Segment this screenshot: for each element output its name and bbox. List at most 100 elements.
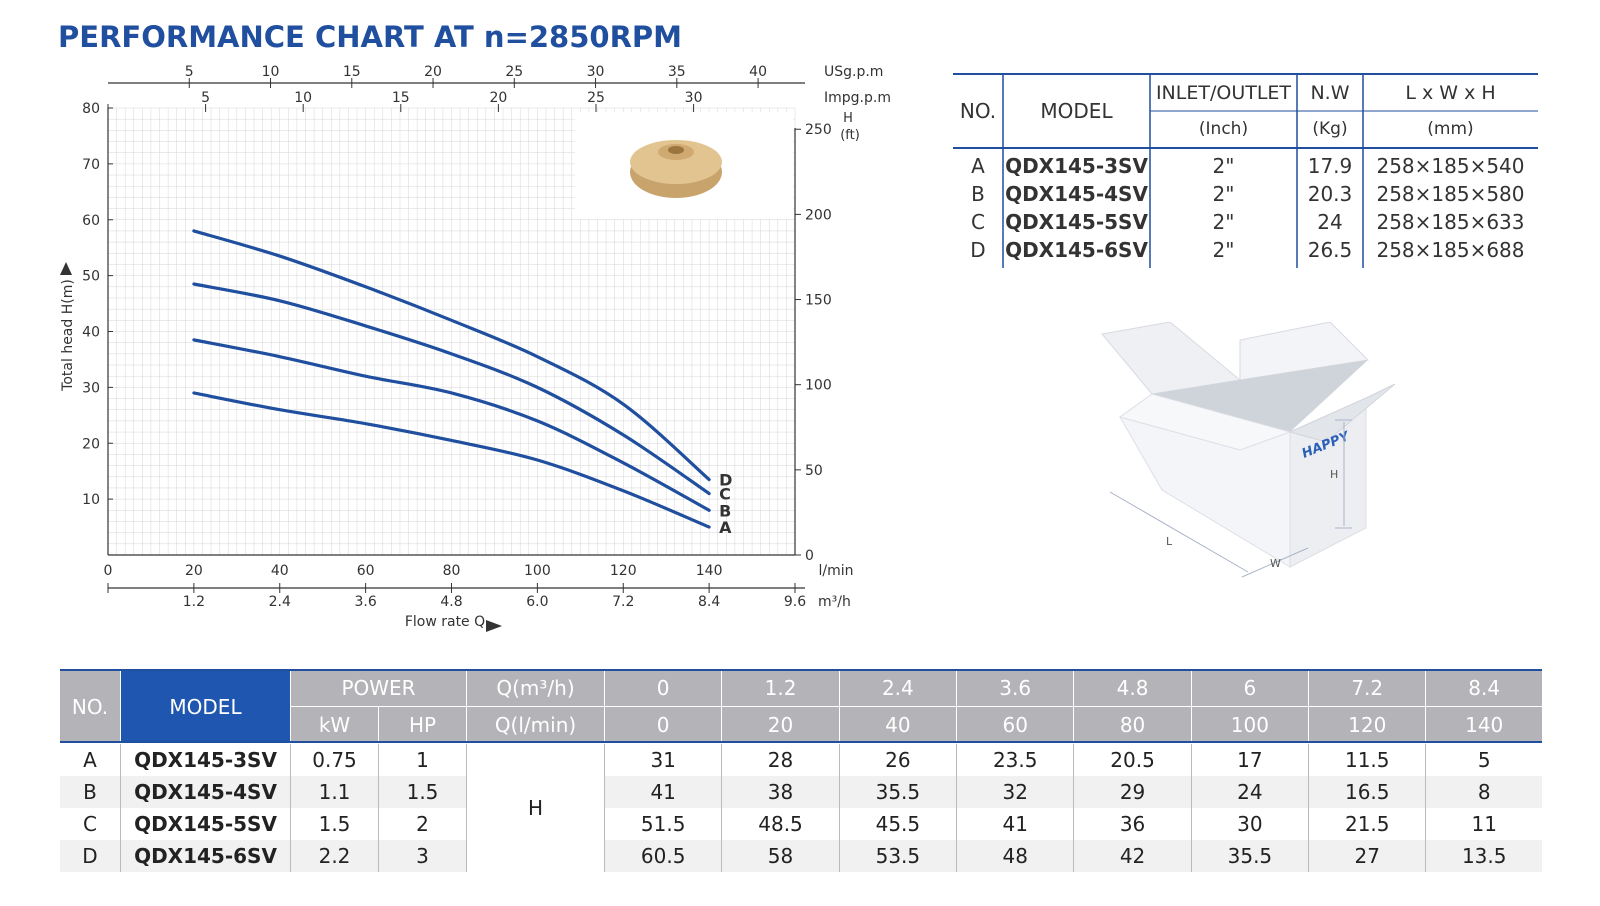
spec-cell-io: 2"	[1212, 154, 1235, 178]
perf-lmin-6: 120	[1308, 706, 1426, 744]
spec-header-model: MODEL	[1040, 99, 1113, 123]
spec-header-kg: (Kg)	[1312, 119, 1348, 139]
spec-cell-no: D	[970, 238, 986, 262]
x-tick-label-m3h: 2.4	[269, 594, 291, 610]
x-tick-label-impgpm: 20	[489, 90, 507, 106]
perf-lmin-4: 80	[1073, 706, 1192, 744]
perf-cell-model: QDX145-4SV	[120, 776, 291, 808]
y-right-tick-label: 0	[805, 548, 814, 564]
y-tick-label: 20	[82, 436, 100, 452]
table-row: B QDX145-4SV 1.1 1.5 41 38 35.5 32 29 24 16.5 8	[60, 776, 1542, 808]
spec-cell-model: QDX145-3SV	[1005, 154, 1148, 178]
x-tick-label-impgpm: 25	[587, 90, 605, 106]
x-tick-label-usgpm: 5	[185, 64, 194, 80]
perf-cell-value: 60.5	[604, 840, 722, 872]
y-right-tick-label: 100	[805, 378, 832, 394]
spec-cell-dim: 258×185×633	[1376, 210, 1525, 234]
perf-cell-model: QDX145-3SV	[120, 743, 291, 776]
perf-m3h-2: 2.4	[838, 670, 957, 707]
perf-cell-value: 36	[1073, 808, 1192, 840]
series-label-a: A	[719, 518, 732, 537]
perf-cell-value: 48.5	[721, 808, 840, 840]
x-tick-label-impgpm: 30	[685, 90, 703, 106]
series-line-d	[192, 229, 711, 482]
spec-cell-no: B	[971, 182, 985, 206]
x-tick-label-impgpm: 10	[294, 90, 312, 106]
perf-cell-no: D	[60, 840, 121, 872]
spec-cell-model: QDX145-4SV	[1005, 182, 1148, 206]
perf-lmin-7: 140	[1425, 706, 1542, 744]
perf-cell-value: 21.5	[1308, 808, 1426, 840]
x-tick-label-lmin: 40	[271, 563, 289, 579]
spec-cell-nw: 24	[1317, 210, 1343, 234]
perf-header-no: NO.	[60, 670, 121, 744]
perf-m3h-0: 0	[603, 670, 722, 707]
perf-cell-no: C	[60, 808, 121, 840]
spec-cell-io: 2"	[1212, 238, 1235, 262]
perf-cell-value: 38	[721, 776, 840, 808]
series-line-b	[192, 338, 711, 512]
x-tick-label-lmin: 120	[610, 563, 637, 579]
perf-cell-value: 11	[1425, 808, 1542, 840]
x-axis-title: Flow rate Q	[405, 614, 485, 630]
x-tick-label-usgpm: 15	[343, 64, 361, 80]
spec-cell-no: C	[971, 210, 985, 234]
spec-cell-dim: 258×185×688	[1376, 238, 1525, 262]
perf-cell-value: 51.5	[604, 808, 722, 840]
perf-m3h-5: 6	[1190, 670, 1309, 707]
x-axis-arrow	[486, 620, 502, 632]
x-tick-label-lmin: 60	[357, 563, 375, 579]
y-tick-label: 40	[82, 325, 100, 341]
y-tick-label: 30	[82, 380, 100, 396]
x-tick-label-m3h: 8.4	[698, 594, 720, 610]
performance-chart: 10 20 30 40 50 60 70 80 0 50 100 150 200 250 H (ft) 0 20 4…	[60, 64, 891, 632]
perf-cell-model: QDX145-6SV	[120, 840, 291, 872]
y-right-unit-h: H	[843, 111, 853, 126]
x-unit-usgpm: USg.p.m	[824, 64, 883, 80]
perf-lmin-5: 100	[1190, 706, 1309, 744]
perf-cell-value: 28	[721, 743, 840, 776]
perf-cell-hp: 1	[378, 743, 467, 776]
x-tick-label-lmin: 20	[185, 563, 203, 579]
spec-cell-model: QDX145-6SV	[1005, 238, 1148, 262]
box-flap-front	[1118, 393, 1292, 451]
spec-header-no: NO.	[959, 99, 997, 123]
y-axis-title: Total head H(m)	[60, 279, 76, 392]
perf-cell-value: 16.5	[1308, 776, 1426, 808]
spec-header-inch: (Inch)	[1198, 119, 1249, 139]
perf-cell-hp: 3	[378, 840, 467, 872]
perf-cell-value: 8	[1425, 776, 1542, 808]
y-right-tick-label: 200	[805, 207, 832, 223]
perf-m3h-6: 7.2	[1308, 670, 1426, 707]
perf-cell-kw: 2.2	[290, 840, 379, 872]
perf-header-rule	[60, 741, 1542, 743]
perf-cell-value: 26	[838, 743, 957, 776]
box-flap-left	[1101, 322, 1242, 395]
perf-cell-value: 41	[956, 808, 1074, 840]
x-unit-m3h: m³/h	[818, 594, 851, 610]
x-tick-label-usgpm: 40	[749, 64, 767, 80]
box-illustration: HAPPY H L W	[1101, 322, 1396, 578]
perf-m3h-1: 1.2	[721, 670, 840, 707]
perf-cell-value: 30	[1190, 808, 1309, 840]
performance-table: NO. MODEL POWER Q(m³/h) 0 1.2 2.4 3.6 4.…	[60, 670, 1542, 872]
perf-cell-value: 17	[1190, 743, 1309, 776]
x-unit-lmin: l/min	[818, 563, 853, 579]
y-right-tick-label: 50	[805, 463, 823, 479]
impeller-top	[630, 140, 722, 184]
perf-lmin-2: 40	[838, 706, 957, 744]
perf-cell-no: A	[60, 743, 121, 776]
table-row: C QDX145-5SV 1.5 2 51.5 48.5 45.5 41 36 30 21.5 11	[60, 808, 1542, 840]
perf-cell-value: 11.5	[1308, 743, 1426, 776]
x-tick-label-m3h: 9.6	[784, 594, 806, 610]
x-tick-label-lmin: 100	[524, 563, 551, 579]
spec-cell-nw: 20.3	[1307, 182, 1353, 206]
x-tick-label-m3h: 3.6	[354, 594, 376, 610]
spec-header-mm: (mm)	[1427, 119, 1474, 139]
perf-cell-value: 58	[721, 840, 840, 872]
table-row: A QDX145-3SV 0.75 1 H 31 28 26 23.5 20.5 17 11.5 5	[60, 743, 1542, 872]
perf-m3h-3: 3.6	[956, 670, 1074, 707]
perf-cell-value: 45.5	[838, 808, 957, 840]
x-tick-label-usgpm: 20	[424, 64, 442, 80]
spec-header-nw: N.W	[1310, 81, 1350, 104]
